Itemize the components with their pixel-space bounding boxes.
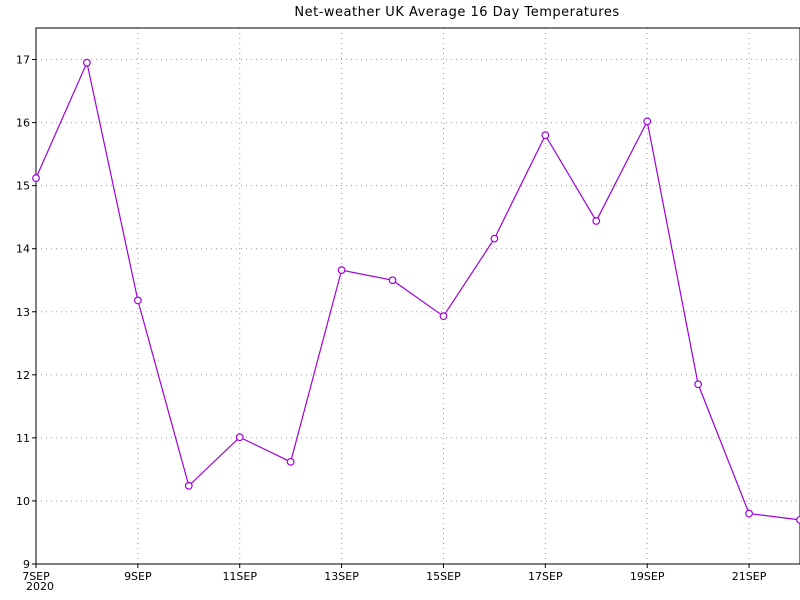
data-point [133,296,142,305]
data-point [643,117,652,126]
y-tick-label: 16 [16,117,30,130]
y-tick-label: 17 [16,54,30,67]
data-point [694,380,703,389]
x-tick-label: 13SEP [324,570,359,583]
x-tick-label: 11SEP [222,570,257,583]
year-label: 2020 [26,580,54,593]
axes [32,27,800,568]
x-tick-label: 21SEP [732,570,767,583]
chart-title: Net-weather UK Average 16 Day Temperatur… [294,5,619,20]
x-tick-label: 7SEP [22,570,50,583]
data-point [439,312,448,321]
data-point [184,481,193,490]
series-layer [32,58,800,524]
y-tick-label: 12 [16,369,30,382]
data-point [388,276,397,285]
y-tick-label: 14 [16,243,30,256]
grid-lines [36,28,800,564]
data-point [541,131,550,140]
data-point [83,58,91,67]
data-point [745,509,753,518]
y-tick-label: 13 [16,306,30,319]
y-tick-label: 9 [23,558,30,571]
x-tick-label: 15SEP [426,570,461,583]
x-tick-label: 19SEP [630,570,665,583]
data-point [337,266,346,275]
series-line [35,60,800,521]
y-tick-label: 15 [16,180,30,193]
tick-labels: 9 10 11 12 13 14 15 16 17 7SEP 9SEP 11SEP 13SEP 15SEP… [16,54,767,583]
x-tick-label: 9SEP [124,570,152,583]
data-point [490,234,499,243]
data-point [32,174,40,182]
data-point [592,217,601,225]
x-tick-label: 17SEP [528,570,563,583]
data-point [235,433,244,442]
y-tick-label: 10 [16,495,30,508]
plot-frame [35,27,800,565]
data-point [286,457,295,466]
y-tick-label: 11 [16,432,30,445]
data-point [796,515,800,524]
